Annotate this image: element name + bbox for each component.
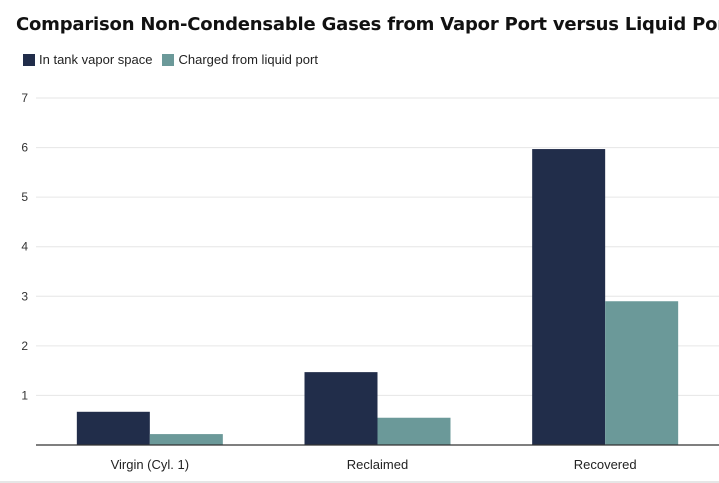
bar-vapor [532, 149, 606, 445]
legend-label-vapor: In tank vapor space [39, 52, 153, 67]
x-tick-label: Virgin (Cyl. 1) [111, 457, 190, 472]
bar-liquid [377, 417, 451, 445]
y-tick-label: 6 [21, 141, 28, 155]
chart-title: Comparison Non-Condensable Gases from Va… [16, 14, 719, 35]
legend-item-liquid: Charged from liquid port [162, 52, 318, 67]
y-tick-label: 3 [21, 289, 28, 303]
bar-vapor [76, 411, 150, 445]
y-tick-label: 2 [21, 339, 28, 353]
legend-label-liquid: Charged from liquid port [178, 52, 318, 67]
bar-liquid [149, 434, 223, 445]
bar-vapor [304, 372, 378, 445]
y-tick-label: 4 [21, 240, 28, 254]
legend-swatch-liquid [162, 53, 175, 66]
legend-swatch-vapor [23, 53, 35, 66]
x-tick-label: Reclaimed [347, 457, 408, 472]
x-tick-label: Recovered [574, 457, 637, 472]
y-tick-label: 5 [21, 190, 28, 204]
y-tick-label: 7 [21, 91, 28, 105]
bar-liquid [605, 301, 679, 445]
legend-item-vapor: In tank vapor space [23, 52, 152, 67]
y-tick-label: 1 [21, 388, 28, 402]
legend: In tank vapor space Charged from liquid … [23, 52, 328, 67]
